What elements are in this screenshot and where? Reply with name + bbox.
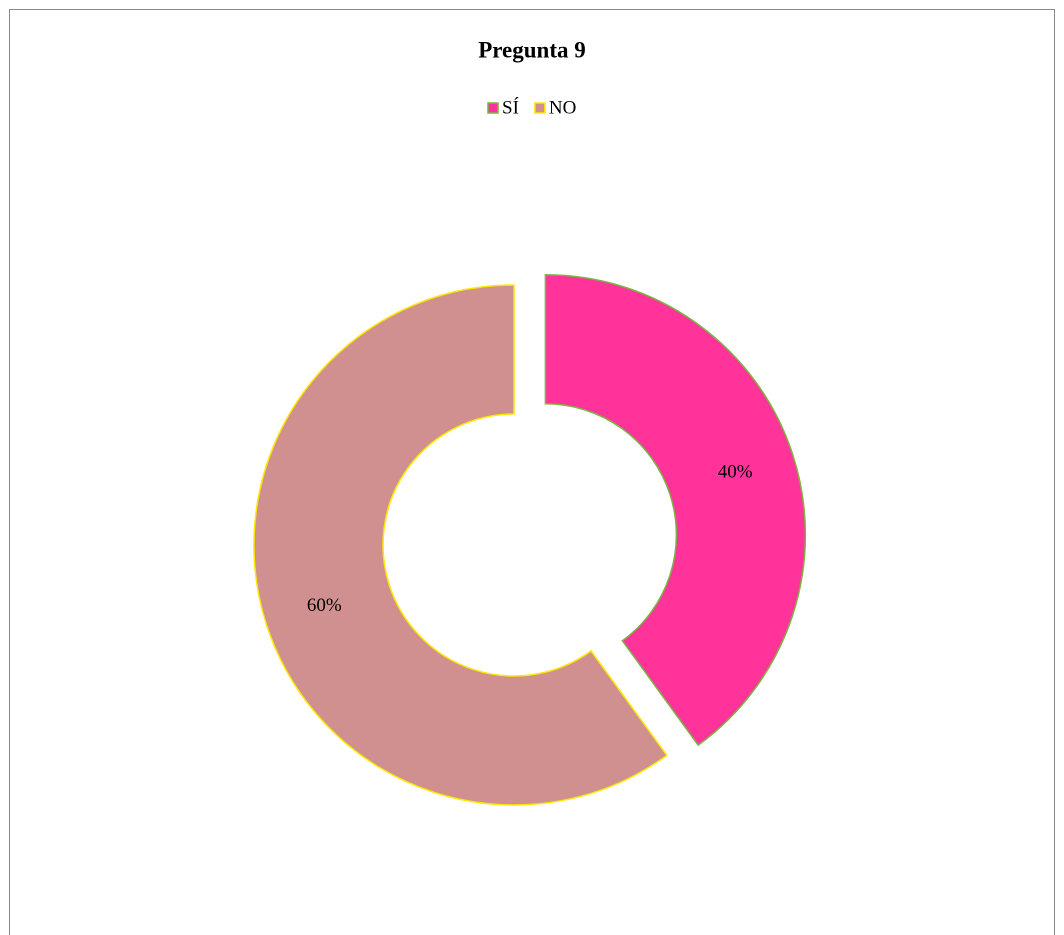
legend-label: SÍ	[502, 96, 519, 118]
data-label: 40%	[718, 462, 753, 483]
chart-title: Pregunta 9	[478, 37, 586, 62]
legend-label: NO	[549, 97, 576, 118]
data-label: 60%	[307, 595, 342, 616]
donut-slice	[253, 284, 668, 806]
legend-swatch	[534, 102, 546, 114]
donut-slice	[544, 274, 807, 747]
legend-swatch	[487, 102, 499, 114]
